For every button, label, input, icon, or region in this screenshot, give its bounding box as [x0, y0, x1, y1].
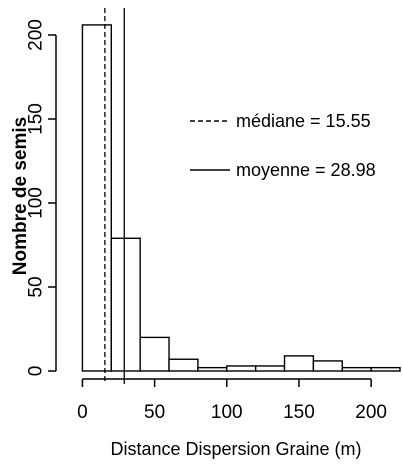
x-tick-label-50: 50 [144, 402, 165, 423]
x-tick-label-150: 150 [283, 402, 315, 423]
histogram-bar-0 [81, 24, 113, 372]
histogram-bar-6 [254, 365, 286, 372]
histogram-bar-4 [197, 366, 228, 372]
legend-label-median: médiane = 15.55 [236, 111, 371, 131]
y-axis: 0 50 100 150 200 [26, 19, 57, 376]
y-tick-label-0: 0 [26, 366, 47, 377]
x-tick-label-200: 200 [355, 402, 387, 423]
x-axis-title: Distance Dispersion Graine (m) [110, 439, 361, 459]
histogram-bar-9 [341, 366, 372, 372]
y-tick-label-50: 50 [26, 276, 47, 297]
histogram-bar-7 [283, 355, 315, 372]
histogram-bar-5 [226, 365, 257, 372]
histogram-bar-10 [370, 366, 401, 372]
x-tick-label-100: 100 [211, 402, 243, 423]
y-tick-label-200: 200 [26, 19, 47, 51]
x-axis: 0 50 100 150 200 [77, 378, 387, 423]
histogram-bars [81, 24, 401, 372]
y-axis-title: Nombre de semis [10, 117, 31, 275]
y-tick-label-100: 100 [26, 187, 47, 219]
histogram-bar-3 [168, 358, 199, 372]
histogram-bar-8 [312, 360, 343, 372]
reference-lines [104, 8, 125, 384]
legend-label-mean: moyenne = 28.98 [236, 160, 376, 180]
y-tick-label-150: 150 [26, 103, 47, 135]
legend: médiane = 15.55 moyenne = 28.98 [190, 111, 376, 180]
x-tick-label-0: 0 [77, 402, 88, 423]
histogram-bar-1 [110, 237, 141, 372]
histogram-bar-2 [139, 336, 170, 372]
